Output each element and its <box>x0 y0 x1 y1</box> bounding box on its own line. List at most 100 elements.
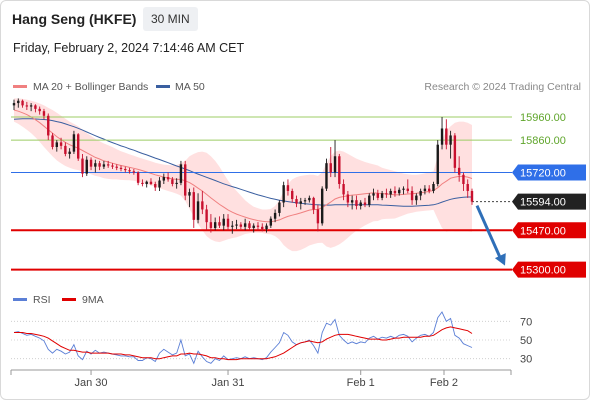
time-axis: Jan 30 Jan 31 Feb 1 Feb 2 <box>10 369 512 389</box>
candle <box>445 119 448 150</box>
candle <box>145 180 148 188</box>
candle <box>380 190 384 201</box>
candle <box>389 188 392 198</box>
candle <box>72 130 76 154</box>
candle <box>329 147 332 178</box>
candle <box>449 130 452 159</box>
candle <box>252 223 255 233</box>
candle <box>402 186 405 195</box>
candle <box>338 153 341 189</box>
level-label: 15960.00 <box>520 112 566 124</box>
candle <box>192 187 195 228</box>
candle <box>59 137 63 150</box>
candle <box>55 140 59 152</box>
level-label: 15720.00 <box>520 167 566 179</box>
candle <box>218 216 221 228</box>
level-tag <box>512 164 586 181</box>
candle <box>363 197 367 208</box>
candle <box>21 99 24 108</box>
candle <box>355 195 358 210</box>
candle <box>256 222 260 231</box>
candle <box>419 188 422 201</box>
level-support-5: 15300.00 <box>11 261 586 278</box>
candle <box>179 160 183 186</box>
candle <box>372 188 375 201</box>
candle <box>303 197 307 205</box>
candle <box>51 133 54 150</box>
candle <box>462 172 465 191</box>
rsi-tick-label: 50 <box>520 335 532 347</box>
legend-ma50-label: MA 50 <box>175 81 205 93</box>
candle <box>171 177 174 187</box>
bollinger-bands <box>14 98 472 252</box>
interval-badge[interactable]: 30 MIN <box>143 7 198 31</box>
candle <box>38 106 41 115</box>
candle <box>42 108 46 120</box>
candle <box>436 140 439 187</box>
candle <box>201 190 204 215</box>
candle <box>231 221 234 234</box>
arrow-head <box>494 253 506 266</box>
candle <box>265 223 268 233</box>
time-tick-label: Jan 31 <box>212 377 245 389</box>
candle <box>350 195 354 210</box>
candle <box>175 178 178 189</box>
candle <box>209 214 213 233</box>
candle <box>282 181 285 208</box>
candle <box>453 133 457 173</box>
candle <box>385 188 388 198</box>
candle <box>29 103 33 112</box>
candle <box>393 186 397 197</box>
candle <box>205 204 208 231</box>
candle <box>320 186 324 226</box>
candle <box>149 178 153 186</box>
candle <box>94 159 97 173</box>
price-legend: MA 20 + Bollinger Bands MA 50 <box>13 81 205 93</box>
candle <box>102 160 106 169</box>
time-tick-label: Feb 1 <box>347 377 375 389</box>
rsi-panel <box>13 311 473 365</box>
moving-averages <box>13 109 473 223</box>
rsi-ma-line <box>14 326 473 361</box>
candle <box>346 190 350 208</box>
legend-ma50-swatch <box>156 85 170 88</box>
time-tick-label: Feb 2 <box>430 377 458 389</box>
candle <box>235 219 238 230</box>
bollinger-band-area <box>14 98 472 252</box>
candle <box>410 186 414 205</box>
level-support-4: 15470.00 <box>11 222 586 239</box>
candle <box>406 179 409 194</box>
candle <box>132 168 136 175</box>
legend-rsi-label: RSI <box>33 294 51 306</box>
candle <box>119 165 123 172</box>
candle <box>226 214 230 231</box>
candle <box>286 179 290 196</box>
candle <box>423 185 427 195</box>
candle <box>81 153 84 178</box>
candle <box>98 160 101 171</box>
candle <box>106 160 110 168</box>
candle <box>440 116 444 150</box>
time-tick-label: Jan 30 <box>75 377 108 389</box>
level-resistance-0: 15960.00 <box>11 112 566 124</box>
candle <box>124 166 127 173</box>
candle <box>166 172 170 182</box>
rsi-tick-label: 70 <box>520 316 532 328</box>
level-current-3: 15594.00 <box>472 193 586 210</box>
candle <box>398 187 401 196</box>
candle <box>68 148 71 159</box>
candle <box>25 101 29 110</box>
candle <box>368 193 371 208</box>
candle <box>77 133 80 161</box>
candle <box>12 99 16 110</box>
forecast-arrow <box>475 204 506 266</box>
arrow-shaft <box>475 204 503 261</box>
candle <box>278 200 281 217</box>
candle <box>47 113 50 141</box>
candle <box>184 160 187 201</box>
level-tag <box>512 193 586 210</box>
candle <box>295 195 298 208</box>
candle <box>141 179 144 187</box>
rsi-grid: 70 50 30 <box>11 316 532 366</box>
